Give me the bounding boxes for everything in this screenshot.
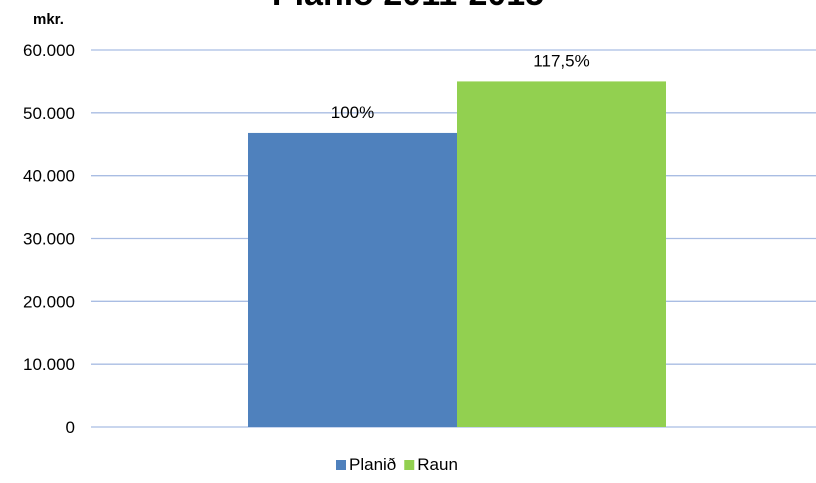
y-tick-label: 20.000 (23, 292, 75, 311)
y-tick-label: 40.000 (23, 167, 75, 186)
y-tick-label: 0 (66, 418, 75, 437)
legend-swatch (336, 460, 346, 470)
y-axis-unit-label: mkr. (33, 11, 64, 28)
legend-label: Planið (349, 455, 396, 474)
data-label: 100% (331, 103, 374, 122)
y-tick-label: 10.000 (23, 355, 75, 374)
legend: Planið Raun (336, 455, 458, 474)
bar-raun (457, 81, 666, 428)
data-labels: 100% 117,5% (331, 51, 590, 122)
y-tick-label: 60.000 (23, 41, 75, 60)
data-label: 117,5% (533, 51, 589, 70)
bars (248, 81, 666, 428)
y-axis-ticks: 0 10.000 20.000 30.000 40.000 50.000 60.000 (23, 41, 75, 437)
legend-label: Raun (417, 455, 458, 474)
y-tick-label: 30.000 (23, 230, 75, 249)
legend-swatch (404, 460, 415, 470)
y-tick-label: 50.000 (23, 104, 75, 123)
chart-title: Planið 2011-2015 (272, 0, 544, 13)
bar-planið (248, 132, 457, 427)
